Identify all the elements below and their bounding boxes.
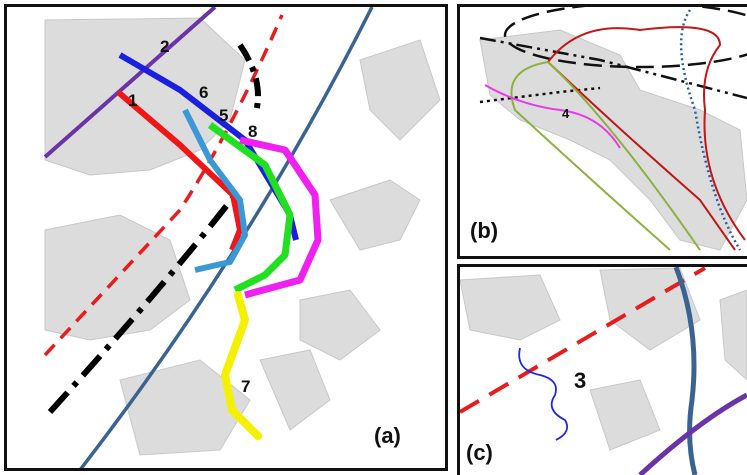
track-label: 6 xyxy=(199,83,208,102)
panel-label: (b) xyxy=(470,218,498,243)
panel-b: 4 (b) xyxy=(460,3,747,256)
track-label: 7 xyxy=(241,377,250,396)
track-label: 2 xyxy=(160,37,169,56)
track-label: 5 xyxy=(219,106,228,125)
panel-a: 2 1 6 5 8 7 (a) xyxy=(7,7,445,470)
panel-c: 3 (c) xyxy=(460,267,747,475)
panel-label: (c) xyxy=(466,440,493,465)
figure: 2 1 6 5 8 7 (a) 4 (b) xyxy=(0,0,747,475)
track-label: 1 xyxy=(128,91,137,110)
track-label: 3 xyxy=(574,368,586,393)
panel-label: (a) xyxy=(374,423,401,448)
track-label: 8 xyxy=(248,122,257,141)
track-label: 4 xyxy=(562,106,570,121)
